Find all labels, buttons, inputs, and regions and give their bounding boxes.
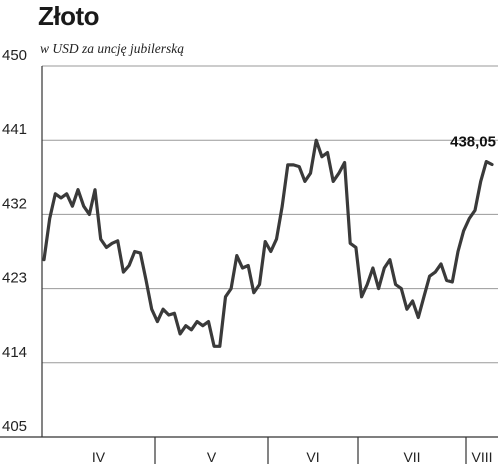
x-month-label: VI xyxy=(306,449,319,465)
chart-subtitle: w USD za uncję jubilerską xyxy=(40,41,184,56)
x-month-label: VIII xyxy=(471,449,492,465)
x-month-label: V xyxy=(207,449,217,465)
chart-title: Złoto xyxy=(38,1,100,31)
y-tick-label: 441 xyxy=(2,121,27,138)
last-value-label: 438,05 xyxy=(450,134,496,151)
gold-price-line xyxy=(42,138,494,348)
y-tick-label: 432 xyxy=(2,195,27,212)
y-tick-label: 450 xyxy=(2,47,27,64)
y-tick-label: 414 xyxy=(2,344,27,361)
x-month-label: VII xyxy=(403,449,420,465)
x-month-label: IV xyxy=(92,449,106,465)
y-tick-label: 405 xyxy=(2,418,27,435)
y-tick-label: 423 xyxy=(2,270,27,287)
